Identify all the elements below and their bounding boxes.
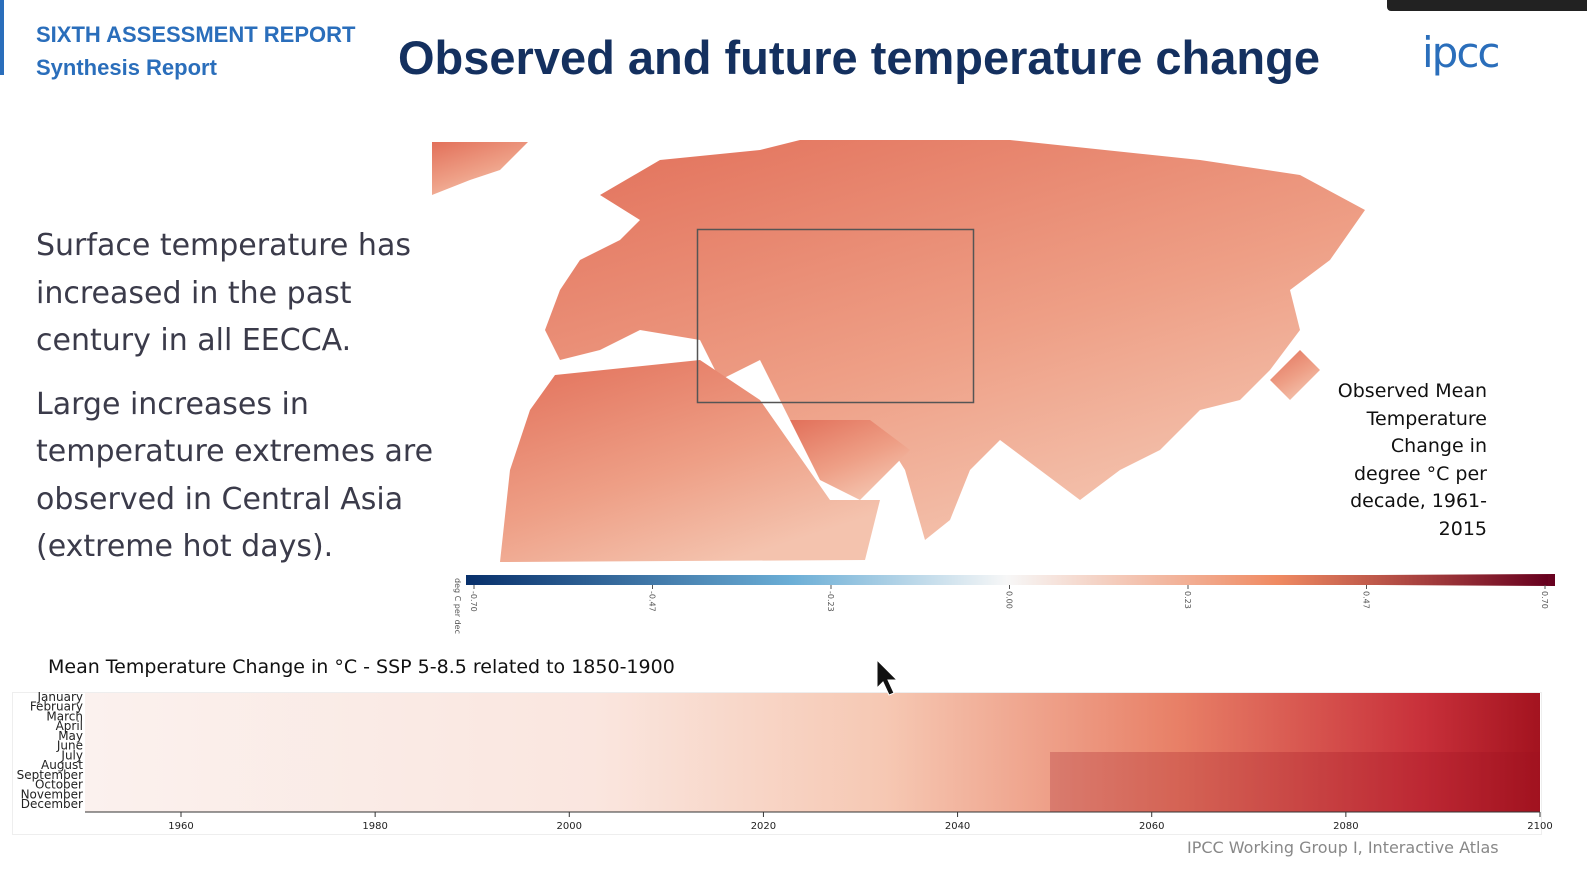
caption-line: decade, 1961- bbox=[1350, 490, 1487, 512]
month-label: August bbox=[41, 758, 83, 772]
colorbar-bar bbox=[466, 575, 1548, 585]
source: IPCC Working Group I, Interactive Atlas bbox=[1187, 838, 1499, 857]
accent-bar bbox=[0, 0, 4, 75]
month-label: October bbox=[35, 778, 83, 792]
window-edge bbox=[1387, 0, 1587, 11]
caption-line: Temperature bbox=[1366, 407, 1487, 430]
colorbar-tick-label: -0.70 bbox=[469, 591, 478, 612]
month-label: February bbox=[30, 700, 83, 714]
colorbar-unit: deg C per dec bbox=[453, 578, 462, 634]
year-label: 2000 bbox=[557, 821, 582, 832]
year-label: 2080 bbox=[1333, 821, 1358, 832]
year-label: 2020 bbox=[751, 821, 776, 832]
colorbar-tick-label: -0.23 bbox=[826, 591, 835, 612]
colorbar-tick-label: 0.23 bbox=[1183, 591, 1192, 609]
month-label: April bbox=[56, 719, 83, 733]
map bbox=[432, 140, 1365, 562]
month-label: June bbox=[56, 739, 83, 753]
colorbar-tick-label: 0.47 bbox=[1362, 591, 1371, 609]
heatmap-summer bbox=[1050, 752, 1540, 812]
month-label: November bbox=[21, 787, 83, 801]
year-label: 1980 bbox=[362, 821, 387, 832]
heatmap-title: Mean Temperature Change in °C - SSP 5-8.… bbox=[48, 656, 675, 678]
colorbar-tick-label: -0.47 bbox=[648, 591, 657, 612]
year-label: 2060 bbox=[1139, 821, 1164, 832]
month-label: May bbox=[58, 729, 83, 743]
month-label: September bbox=[17, 768, 83, 782]
report-subtitle: Synthesis Report bbox=[36, 55, 217, 80]
caption-line: Observed Mean bbox=[1337, 380, 1487, 402]
heatmap bbox=[85, 693, 1540, 812]
caption-line: degree °C per bbox=[1354, 462, 1487, 485]
year-label: 2100 bbox=[1527, 821, 1552, 832]
logo: ipcc bbox=[1422, 28, 1501, 77]
slide-title: Observed and future temperature change bbox=[398, 31, 1320, 84]
cursor bbox=[876, 658, 899, 696]
text-line: (extreme hot days). bbox=[36, 529, 334, 564]
caption-line: Change in bbox=[1390, 435, 1487, 457]
colorbar-tick-label: 0.70 bbox=[1540, 591, 1549, 609]
report-name: SIXTH ASSESSMENT REPORT bbox=[36, 22, 356, 47]
paragraph: Surface temperature has increased in the … bbox=[36, 222, 433, 365]
paragraph: Large increases in temperature extremes a… bbox=[36, 381, 433, 571]
text-line: Surface temperature has bbox=[36, 228, 411, 263]
text-line: century in all EECCA. bbox=[36, 323, 352, 358]
text-line: increased in the past bbox=[36, 275, 352, 311]
month-label: July bbox=[60, 748, 83, 762]
month-label: December bbox=[21, 797, 83, 811]
bullets: Surface temperature has increased in the … bbox=[36, 222, 433, 571]
text-line: Large increases in bbox=[36, 386, 309, 422]
text-line: temperature extremes are bbox=[36, 434, 434, 469]
region-box bbox=[696, 228, 975, 404]
month-label: March bbox=[46, 709, 83, 723]
text-line: observed in Central Asia bbox=[36, 481, 404, 517]
caption-line: 2015 bbox=[1438, 517, 1487, 540]
heatmap-frame bbox=[12, 692, 1542, 835]
month-label: January bbox=[37, 690, 84, 704]
colorbar-tick-label: 0.00 bbox=[1005, 591, 1014, 609]
map-caption: Observed Mean Temperature Change in degree … bbox=[1338, 378, 1487, 543]
year-label: 2040 bbox=[945, 821, 970, 832]
year-label: 1960 bbox=[168, 821, 193, 832]
